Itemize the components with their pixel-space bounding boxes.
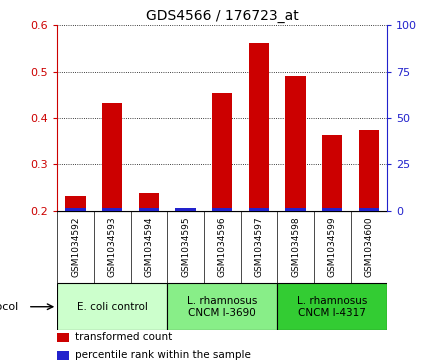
Text: GSM1034597: GSM1034597	[254, 216, 264, 277]
Bar	[212, 208, 232, 211]
Bar	[66, 208, 86, 211]
Bar	[139, 193, 159, 211]
Bar	[359, 208, 379, 211]
Bar	[102, 103, 122, 211]
Text: GSM1034594: GSM1034594	[144, 217, 154, 277]
Bar	[139, 208, 159, 211]
Text: GSM1034592: GSM1034592	[71, 217, 80, 277]
Text: GSM1034593: GSM1034593	[108, 216, 117, 277]
Text: GSM1034598: GSM1034598	[291, 216, 300, 277]
Text: GSM1034600: GSM1034600	[364, 216, 374, 277]
Text: E. coli control: E. coli control	[77, 302, 148, 312]
Text: L. rhamnosus
CNCM I-3690: L. rhamnosus CNCM I-3690	[187, 296, 257, 318]
Text: GSM1034596: GSM1034596	[218, 216, 227, 277]
Text: percentile rank within the sample: percentile rank within the sample	[75, 350, 251, 360]
Bar	[212, 93, 232, 211]
Bar	[277, 283, 387, 330]
Title: GDS4566 / 176723_at: GDS4566 / 176723_at	[146, 9, 299, 23]
Text: GSM1034595: GSM1034595	[181, 216, 190, 277]
Bar	[322, 208, 342, 211]
Bar	[57, 351, 69, 360]
Bar	[102, 208, 122, 211]
Text: protocol: protocol	[0, 302, 18, 312]
Bar	[57, 283, 167, 330]
Bar	[249, 43, 269, 211]
Bar	[167, 283, 277, 330]
Bar	[359, 130, 379, 211]
Text: transformed count: transformed count	[75, 332, 172, 342]
Bar	[322, 135, 342, 211]
Bar	[176, 209, 196, 211]
Bar	[286, 208, 306, 211]
Bar	[249, 208, 269, 211]
Bar	[66, 196, 86, 211]
Bar	[176, 208, 196, 211]
Text: L. rhamnosus
CNCM I-4317: L. rhamnosus CNCM I-4317	[297, 296, 367, 318]
Bar	[57, 333, 69, 342]
Bar	[286, 76, 306, 211]
Text: GSM1034599: GSM1034599	[328, 216, 337, 277]
